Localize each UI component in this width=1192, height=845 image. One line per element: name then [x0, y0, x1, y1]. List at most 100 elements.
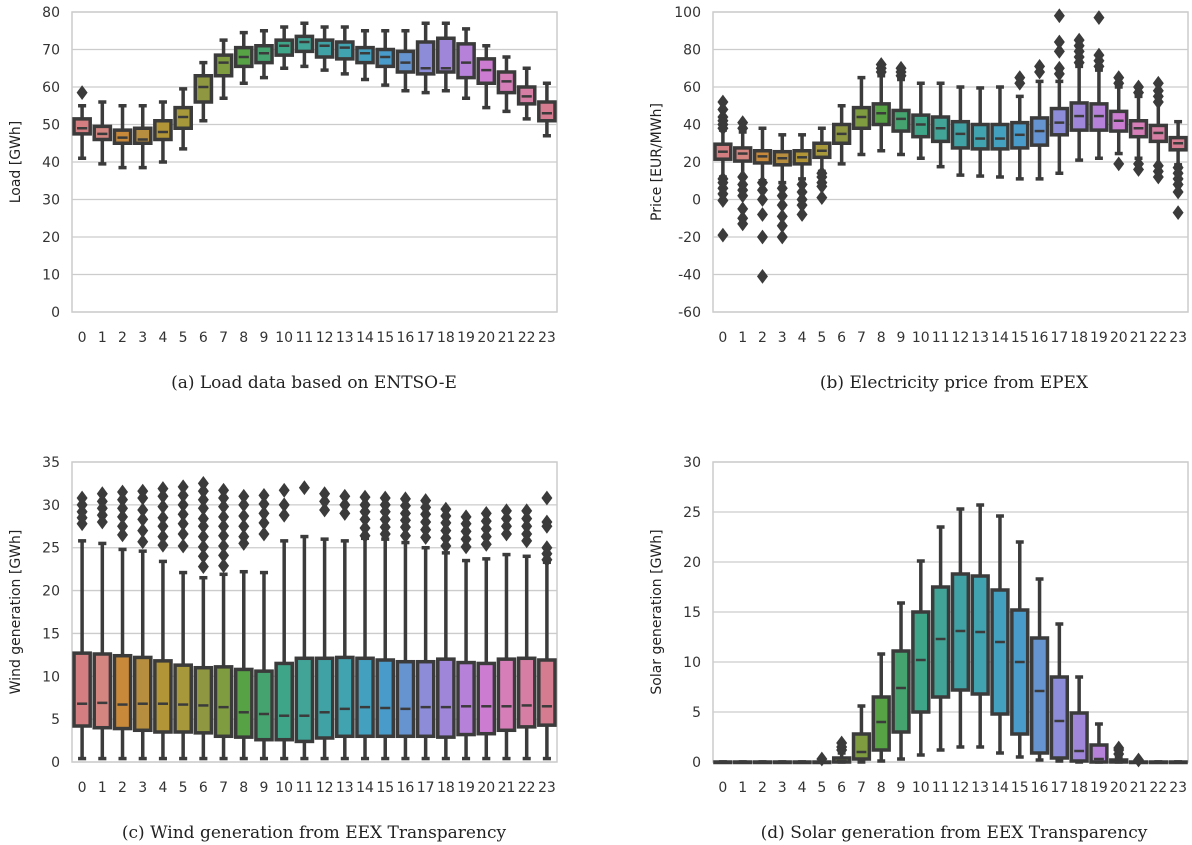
box-13 — [334, 488, 355, 761]
outlier-point — [278, 482, 290, 498]
outlier-point — [379, 512, 391, 527]
outlier-point — [258, 496, 270, 512]
y-tick-label: 40 — [42, 155, 60, 171]
y-tick-label: 5 — [692, 705, 701, 721]
box-13 — [334, 25, 355, 76]
outlier-point — [480, 521, 492, 537]
x-tick-label: 23 — [1169, 330, 1187, 346]
outlier-point — [1152, 169, 1164, 185]
outlier-point — [278, 507, 290, 523]
box-12 — [314, 25, 335, 72]
box-8 — [871, 652, 891, 763]
box-15 — [1010, 540, 1030, 759]
outlier-point — [218, 499, 230, 514]
box-body — [456, 660, 476, 737]
x-tick-label: 22 — [518, 330, 536, 346]
box-body — [415, 40, 436, 76]
box-15 — [1010, 70, 1030, 181]
box-15 — [375, 490, 396, 761]
outlier-point — [76, 85, 88, 101]
x-tick-label: 2 — [758, 780, 767, 796]
x-tick-label: 12 — [951, 330, 969, 346]
outlier-point — [197, 476, 209, 491]
x-tick-label: 4 — [158, 330, 167, 346]
x-tick-label: 20 — [1110, 330, 1128, 346]
outlier-point — [796, 184, 808, 200]
chart-caption: (a) Load data based on ENTSO-E — [171, 373, 457, 393]
box-0 — [72, 490, 92, 761]
box-3 — [132, 104, 153, 170]
outlier-point — [737, 169, 749, 185]
box-body — [911, 113, 931, 139]
box-body — [132, 126, 153, 145]
box-8 — [233, 488, 254, 761]
box-1 — [733, 760, 753, 765]
box-2 — [112, 484, 133, 761]
plot-frame — [712, 461, 1189, 763]
outlier-point — [895, 68, 907, 84]
outlier-point — [177, 497, 189, 513]
outlier-point — [460, 524, 472, 539]
outlier-point — [756, 207, 768, 222]
box-body — [112, 653, 133, 731]
box-body — [911, 610, 931, 714]
outlier-point — [440, 515, 452, 531]
box-body — [72, 117, 92, 136]
outlier-point — [1073, 55, 1085, 71]
x-tick-label: 0 — [718, 330, 727, 346]
outlier-point — [756, 268, 768, 284]
outlier-point — [258, 515, 270, 531]
outlier-point — [776, 197, 788, 213]
outlier-point — [816, 178, 828, 194]
box-body — [851, 732, 872, 761]
box-3 — [772, 133, 792, 245]
y-tick-label: 30 — [42, 498, 60, 514]
y-tick-label: 10 — [683, 655, 701, 671]
y-tick-label: 0 — [51, 755, 60, 771]
y-tick-label: 30 — [683, 455, 701, 471]
x-tick-label: 9 — [897, 330, 906, 346]
outlier-point — [1113, 740, 1125, 756]
box-8 — [871, 57, 891, 153]
box-21 — [496, 503, 517, 761]
x-tick-label: 14 — [991, 330, 1009, 346]
x-tick-label: 5 — [179, 780, 188, 796]
outlier-point — [197, 518, 209, 534]
box-0 — [72, 85, 92, 160]
box-11 — [930, 525, 951, 752]
outlier-point — [420, 530, 432, 545]
outlier-point — [796, 207, 808, 222]
outlier-point — [776, 180, 788, 196]
outlier-point — [1053, 43, 1065, 59]
y-tick-label: 20 — [683, 155, 701, 171]
box-18 — [436, 501, 456, 761]
box-0 — [713, 94, 733, 243]
box-20 — [1109, 70, 1129, 172]
box-body — [1029, 636, 1050, 755]
x-tick-label: 3 — [778, 330, 787, 346]
x-tick-label: 7 — [219, 330, 228, 346]
outlier-point — [399, 498, 411, 514]
box-body — [970, 122, 990, 151]
box-7 — [851, 704, 872, 764]
box-17 — [415, 493, 436, 761]
x-tick-label: 19 — [457, 330, 475, 346]
box-body — [274, 38, 295, 57]
x-tick-label: 3 — [138, 780, 147, 796]
outlier-point — [218, 518, 230, 534]
box-1 — [92, 100, 113, 166]
box-17 — [1049, 622, 1070, 763]
outlier-point — [177, 526, 189, 542]
x-tick-label: 18 — [437, 330, 455, 346]
box-6 — [831, 735, 852, 764]
outlier-point — [460, 539, 472, 555]
box-21 — [1128, 752, 1149, 768]
box-body — [436, 657, 456, 739]
outlier-point — [117, 509, 129, 525]
box-14 — [355, 489, 375, 761]
outlier-point — [1034, 64, 1046, 80]
x-tick-label: 13 — [336, 780, 354, 796]
outlier-point — [717, 102, 729, 117]
box-19 — [1089, 10, 1109, 160]
outlier-point — [1053, 66, 1065, 82]
